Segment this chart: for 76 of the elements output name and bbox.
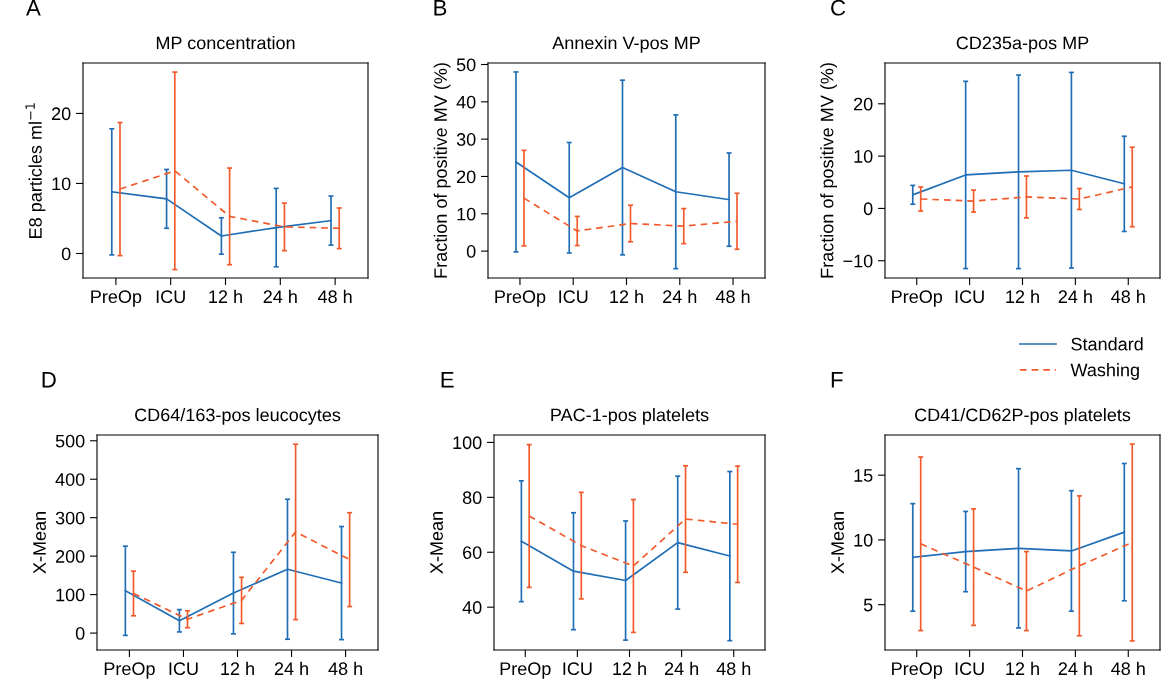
chart-title: MP concentration: [156, 36, 295, 50]
legend-label: Washing: [1070, 363, 1139, 380]
x-tick-label: 12 h: [1006, 289, 1039, 303]
y-tick-label: 300: [55, 511, 85, 525]
y-tick-label: 15: [854, 469, 873, 482]
y-axis-title: Fraction of positive MV (%): [433, 63, 451, 278]
y-axis-title: Fraction of positive MV (%): [820, 63, 838, 278]
x-tick-label: 24 h: [263, 289, 297, 303]
x-tick-label: 48 h: [1111, 661, 1145, 676]
y-tick-label: 200: [55, 550, 85, 563]
y-axis-title: X-Mean: [33, 512, 46, 574]
x-tick-label: ICU: [955, 662, 984, 676]
x-tick-label: 24 h: [1058, 289, 1092, 303]
x-tick-label: 48 h: [716, 661, 751, 676]
y-tick-label: 50: [456, 58, 476, 72]
y-tick-label: 20: [52, 107, 71, 121]
x-tick-label: PreOp: [500, 662, 551, 679]
y-tick-label: 60: [463, 546, 482, 559]
x-tick-label: 24 h: [1058, 661, 1092, 675]
x-tick-label: ICU: [559, 290, 588, 304]
text: D: [42, 372, 56, 388]
text: E: [441, 372, 454, 388]
x-tick-label: 48 h: [1111, 289, 1145, 304]
chart-title: PAC-1-pos platelets: [551, 408, 709, 425]
x-tick-label: 12 h: [613, 661, 646, 675]
x-tick-label: ICU: [156, 290, 185, 304]
x-tick-label: 48 h: [328, 661, 362, 676]
y-axis-title: E8 particles ml$^{−1}$: [25, 103, 46, 238]
y-tick-label: 100: [453, 436, 482, 450]
y-tick-label: 10: [854, 150, 873, 163]
y-axis-title: X-Mean: [831, 512, 844, 574]
x-tick-label: 12 h: [209, 289, 242, 303]
x-tick-label: 12 h: [1006, 661, 1039, 675]
x-tick-label: PreOp: [495, 290, 546, 307]
x-tick-label: ICU: [955, 290, 984, 304]
y-tick-label: 10: [52, 177, 71, 191]
text: A: [26, 0, 41, 16]
x-tick-label: PreOp: [104, 662, 155, 679]
legend-label: Standard: [1071, 337, 1143, 351]
y-tick-label: 0: [75, 627, 85, 640]
x-tick-label: ICU: [169, 662, 198, 676]
chart-title: CD64/163-pos leucocytes: [135, 408, 341, 425]
text: F: [831, 372, 843, 388]
y-tick-label: 40: [462, 601, 482, 614]
x-tick-label: 48 h: [317, 289, 352, 304]
x-tick-label: PreOp: [91, 290, 142, 307]
chart-title: Annexin V-pos MP: [552, 36, 700, 53]
text: C: [831, 0, 846, 16]
y-tick-label: 10: [854, 533, 873, 547]
chart-title: CD41/CD62P-pos platelets: [915, 408, 1131, 425]
x-tick-label: 24 h: [274, 661, 308, 675]
x-tick-label: 24 h: [664, 661, 699, 675]
y-tick-label: 500: [55, 434, 85, 448]
y-tick-label: 20: [854, 97, 873, 111]
y-tick-label: −10: [843, 254, 873, 268]
x-tick-label: 12 h: [610, 289, 643, 303]
y-tick-label: 0: [466, 245, 476, 258]
x-tick-label: 24 h: [663, 289, 697, 303]
y-axis-title: X-Mean: [430, 512, 443, 574]
y-tick-label: 0: [863, 202, 873, 216]
y-tick-label: 5: [863, 598, 873, 612]
y-tick-label: 0: [61, 247, 71, 261]
y-tick-label: 400: [55, 473, 85, 486]
y-tick-label: 20: [457, 170, 476, 184]
x-tick-label: PreOp: [892, 290, 943, 307]
x-tick-label: ICU: [563, 662, 592, 676]
y-tick-label: 80: [462, 491, 482, 505]
text: B: [434, 0, 447, 16]
chart-title: CD235a-pos MP: [956, 36, 1089, 53]
y-tick-label: 100: [56, 588, 85, 602]
x-tick-label: 48 h: [715, 289, 750, 304]
x-tick-label: 12 h: [221, 661, 254, 675]
x-tick-label: PreOp: [892, 662, 943, 679]
y-tick-label: 10: [457, 207, 476, 221]
y-tick-label: 40: [456, 95, 476, 109]
y-tick-label: 30: [456, 133, 476, 146]
